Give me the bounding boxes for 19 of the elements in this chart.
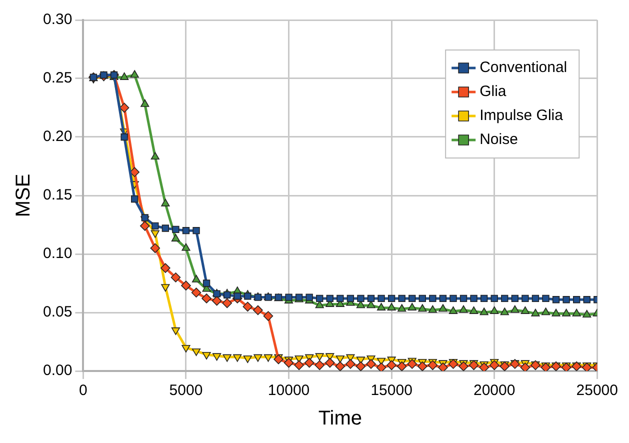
- x-axis-title: Time: [318, 408, 362, 430]
- y-tick-label: 0.20: [42, 128, 72, 146]
- y-tick-label: 0.10: [42, 245, 72, 262]
- y-tick-label: 0.15: [42, 186, 72, 204]
- x-tick-label: 10000: [268, 382, 310, 400]
- legend-label: Noise: [480, 131, 518, 148]
- legend-label: Conventional: [480, 59, 568, 76]
- y-tick-label: 0.00: [42, 362, 72, 380]
- x-tick-label: 5000: [169, 382, 203, 400]
- x-tick-label: 20000: [473, 382, 516, 400]
- x-tick-label: 0: [79, 382, 88, 400]
- x-tick-label: 25000: [576, 382, 618, 400]
- legend-label: Glia: [480, 83, 507, 100]
- y-tick-label: 0.05: [42, 304, 72, 321]
- legend-label: Impulse Glia: [480, 107, 564, 124]
- y-axis-title: MSE: [12, 174, 35, 218]
- y-tick-label: 0.30: [42, 11, 72, 28]
- x-tick-label: 15000: [370, 382, 412, 400]
- y-tick-label: 0.25: [42, 70, 72, 87]
